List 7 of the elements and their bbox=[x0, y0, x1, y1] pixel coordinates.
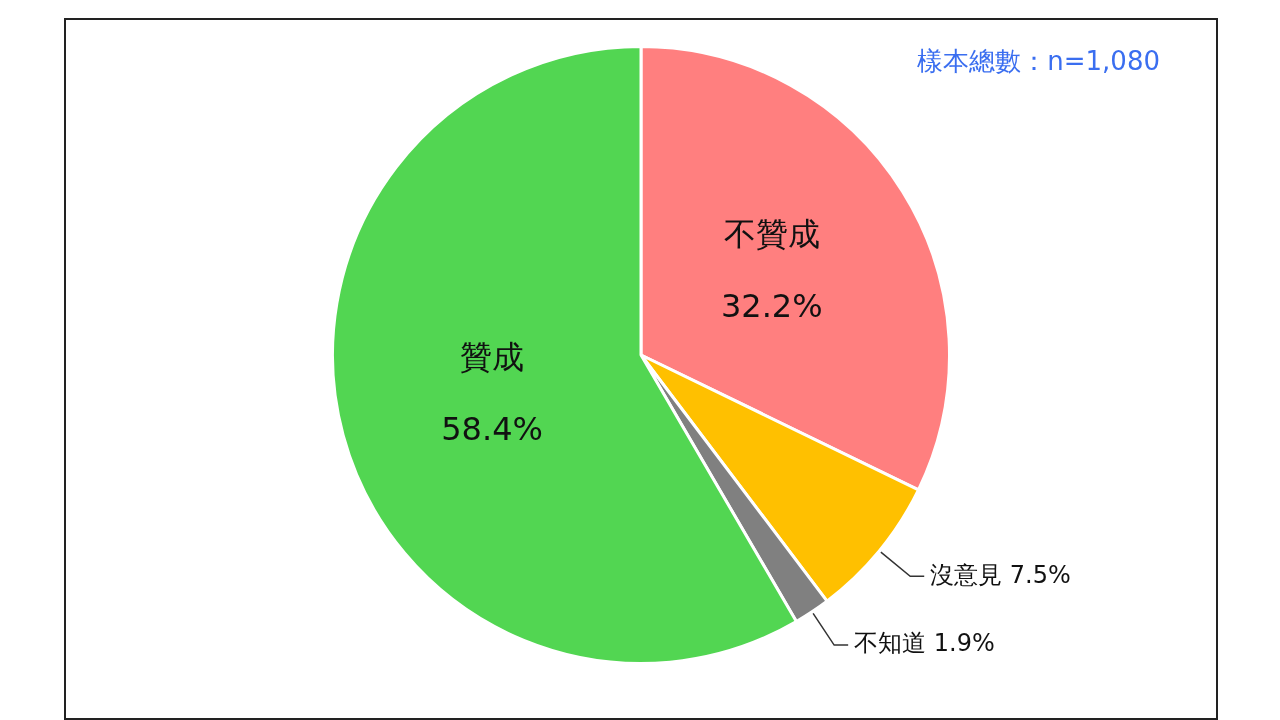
data-label: 58.4% bbox=[441, 409, 543, 448]
data-label: 32.2% bbox=[720, 287, 823, 326]
slice-label: 沒意見 7.5% bbox=[930, 560, 1071, 589]
text: 樣本總數：n=1,080 bbox=[917, 45, 1160, 78]
slice-label: 不贊成 bbox=[723, 215, 820, 254]
slice-label: 不知道 1.9% bbox=[854, 629, 995, 658]
slice-label: 贊成 bbox=[460, 337, 525, 376]
